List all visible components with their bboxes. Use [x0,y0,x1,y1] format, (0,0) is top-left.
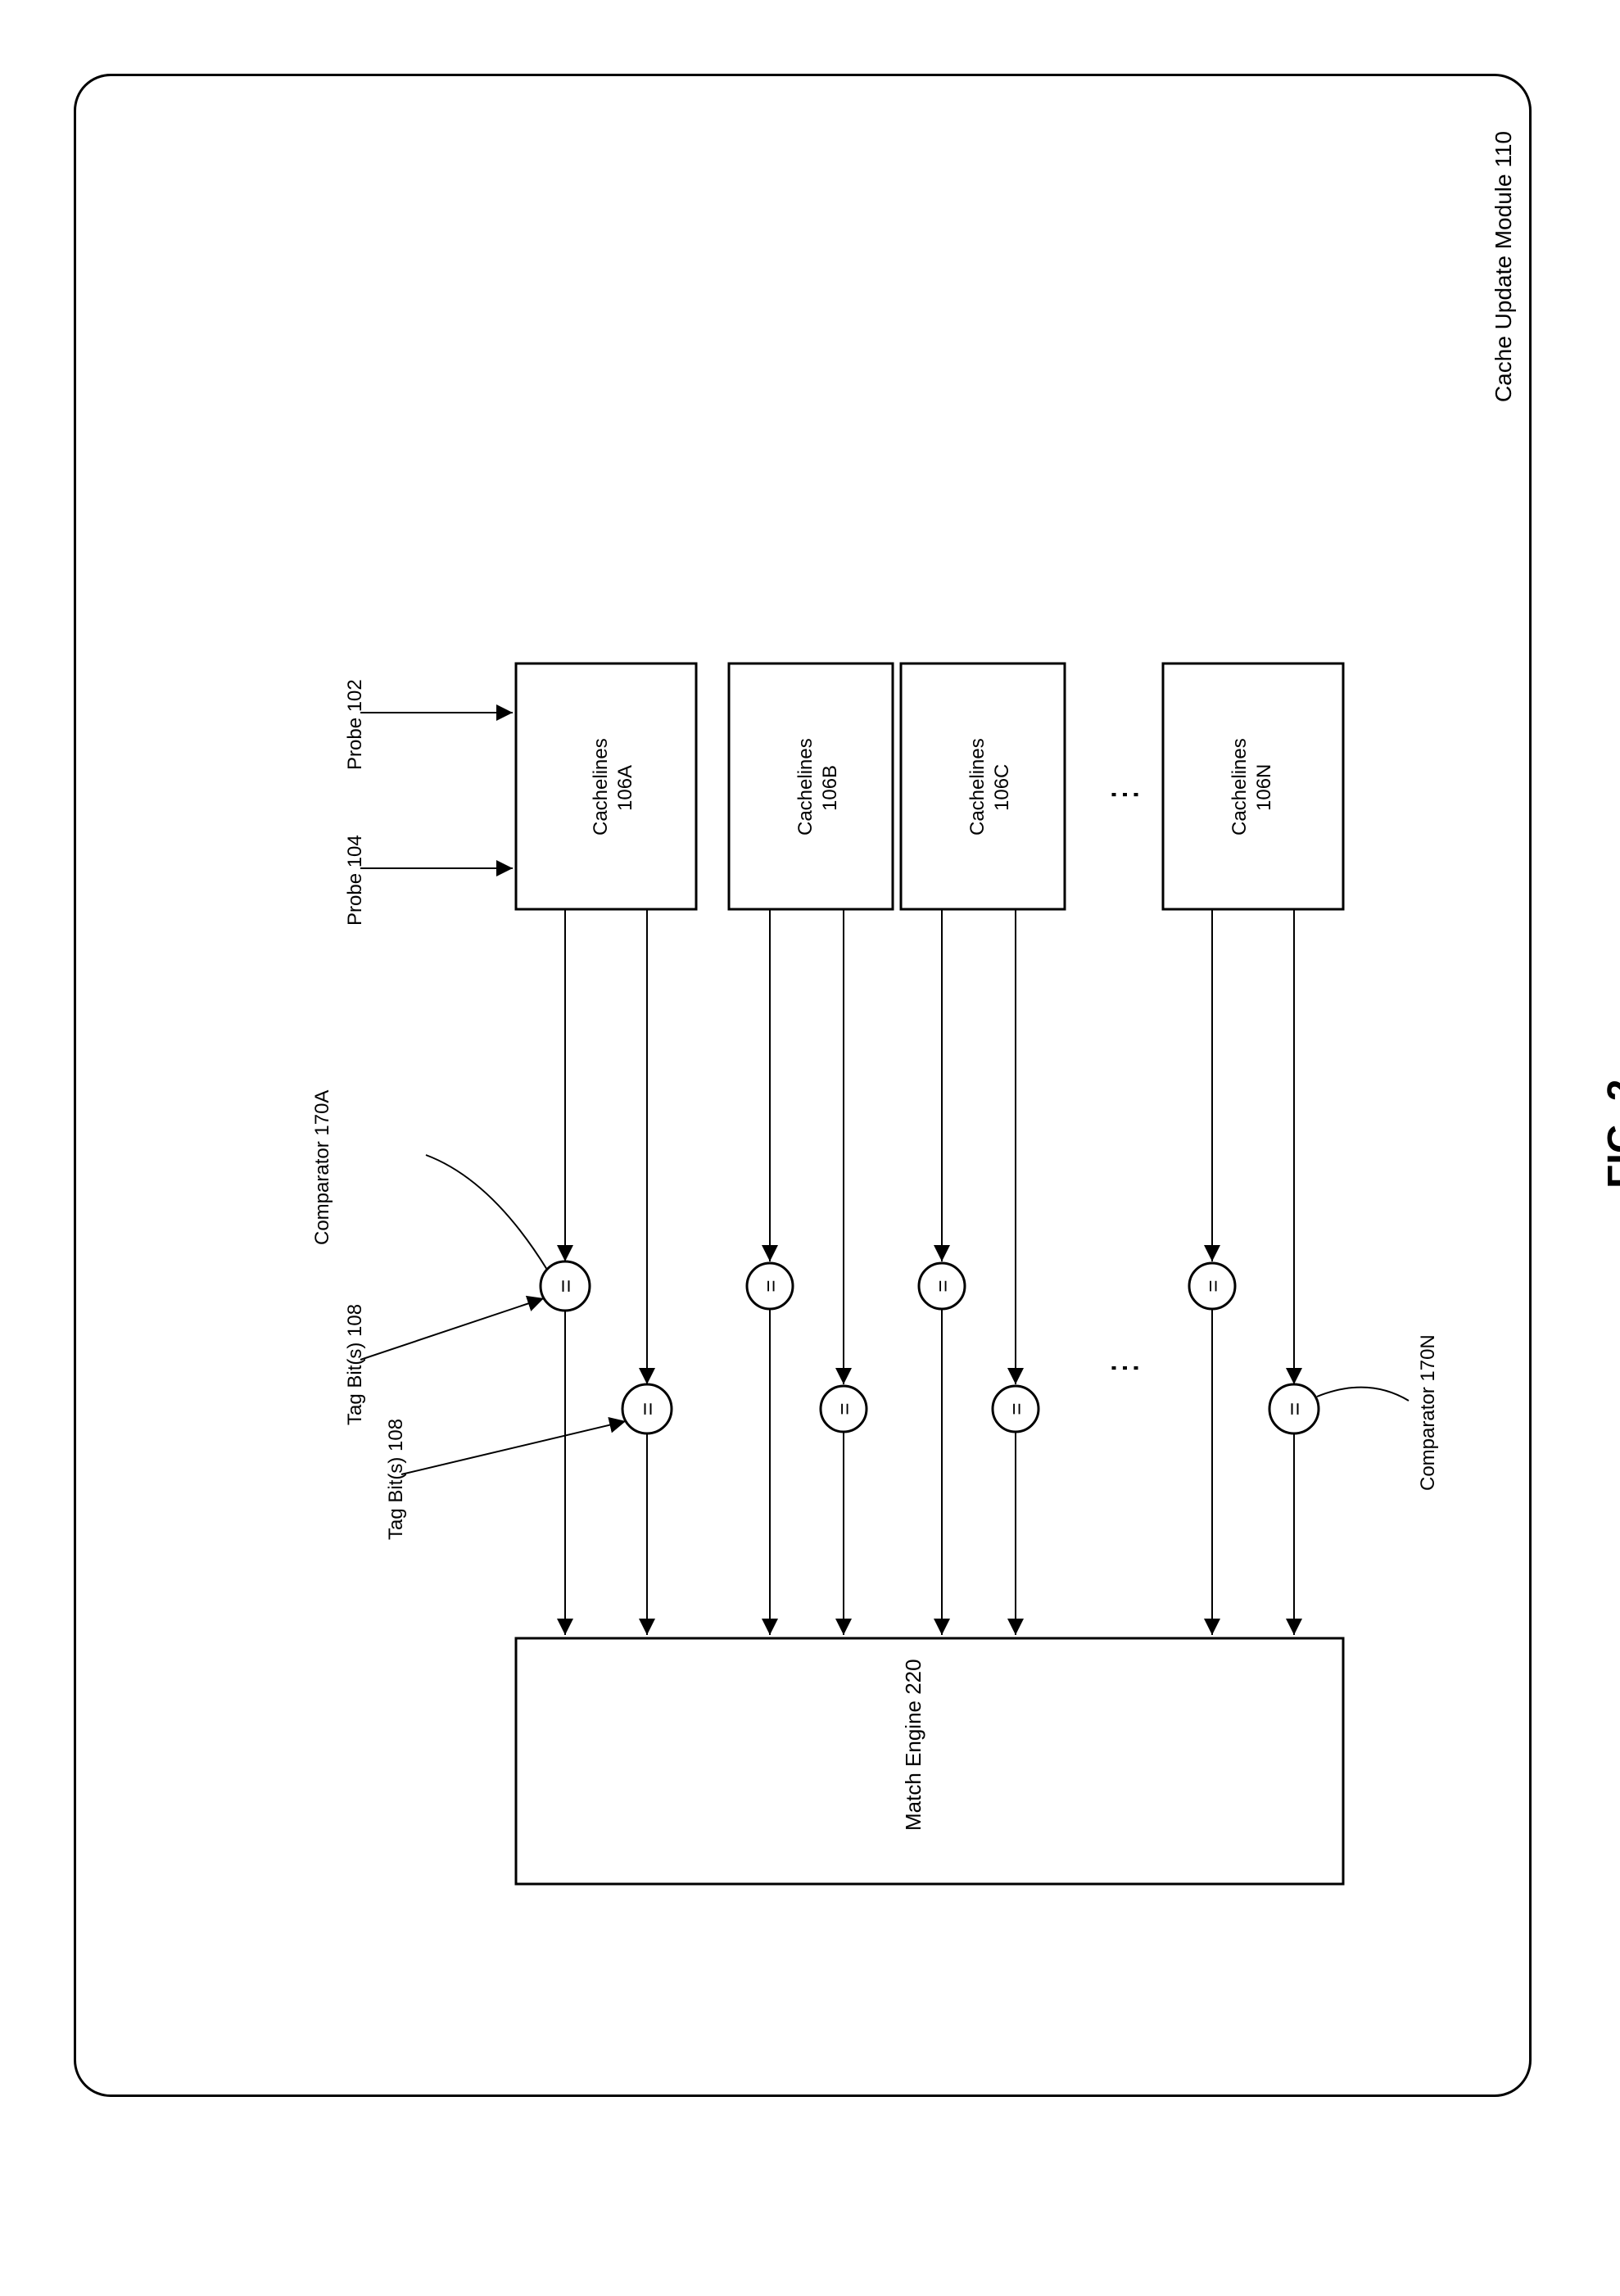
svg-text:=: = [635,1402,660,1415]
cacheline-106b-box [729,663,893,909]
cacheline-106n-box [1163,663,1343,909]
svg-text:=: = [1004,1402,1029,1415]
svg-text:=: = [758,1279,783,1292]
svg-text:=: = [832,1402,857,1415]
match-engine-box [516,1638,1343,1884]
cacheline-106a-box [516,663,696,909]
cacheline-106c-box [901,663,1065,909]
svg-text:=: = [1282,1402,1307,1415]
diagram-svg: = = = = = = = = [33,33,1589,2261]
figure-caption: FIG. 2 [1600,1080,1620,1189]
tagbits-arrow-2 [401,1421,626,1474]
svg-text:=: = [1201,1279,1225,1292]
svg-text:=: = [930,1279,955,1292]
page: Cache Update Module 110 FIG. 2 Probe 102… [33,33,1589,2261]
svg-text:=: = [553,1279,578,1293]
comparator-170n-leader [1317,1388,1409,1401]
tagbits-arrow-1 [360,1298,544,1360]
comparator-170a-leader [426,1155,547,1270]
